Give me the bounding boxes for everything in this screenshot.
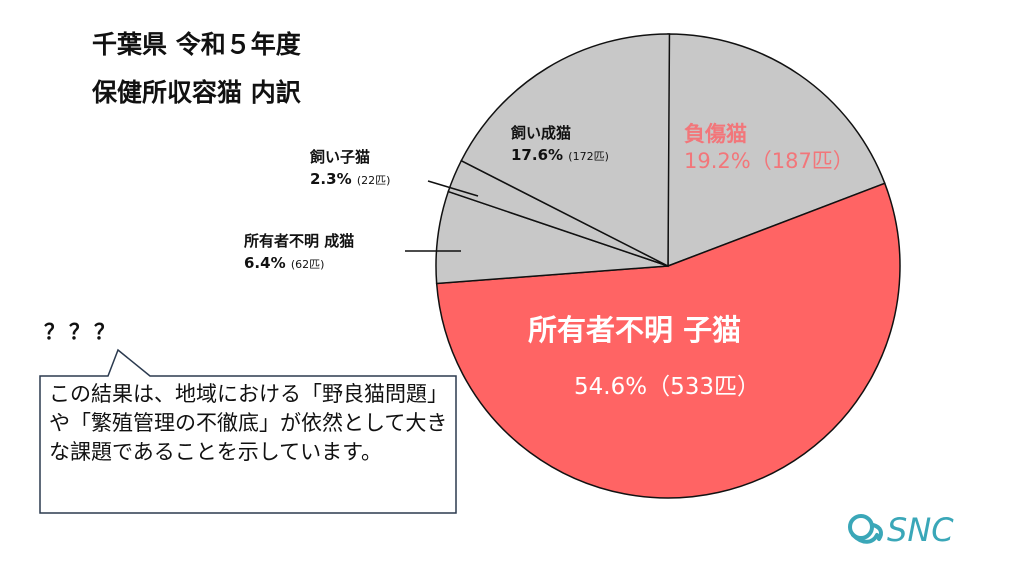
slice-label-unknown-kitten-percent: 54.6% [574, 374, 648, 400]
slice-label-owned-adult-percent: 17.6% [511, 146, 564, 164]
question-marks: ？？？ [44, 320, 119, 344]
slice-label-owned-kitten-count: (22匹) [356, 174, 391, 187]
slice-label-owned-adult-name: 飼い成猫 [511, 124, 572, 142]
slice-label-unknown-adult-name: 所有者不明 成猫 [244, 232, 355, 250]
chart-title-line1: 千葉県 令和５年度 [92, 30, 301, 59]
slice-label-owned-kitten: 飼い子猫 2.3% (22匹) [310, 146, 390, 192]
snc-logo: SNC [848, 511, 954, 549]
slice-label-unknown-kitten-count: （533匹） [647, 374, 760, 400]
slice-label-unknown-adult-percent: 6.4% [244, 254, 286, 272]
slice-label-injured: 負傷猫 19.2%（187匹） [684, 121, 854, 175]
slice-label-unknown-kitten-value: 54.6%（533匹） [574, 372, 760, 402]
slice-label-unknown-kitten-name: 所有者不明 子猫 [528, 313, 742, 347]
slice-label-unknown-adult: 所有者不明 成猫 6.4% (62匹) [244, 230, 354, 276]
leader-line-kai-koneko [427, 180, 479, 197]
slice-label-injured-percent: 19.2% [684, 149, 751, 173]
logo-text: SNC [887, 511, 954, 549]
slice-label-owned-adult-count: (172匹) [568, 150, 609, 163]
speech-bubble-text: この結果は、地域における「野良猫問題」や「繁殖管理の不徹底」が依然として大きな課… [49, 382, 448, 464]
pie-slice-2 [435, 182, 901, 499]
slice-label-owned-adult: 飼い成猫 17.6% (172匹) [511, 122, 609, 168]
slice-label-injured-name: 負傷猫 [684, 122, 747, 146]
slice-label-unknown-adult-count: (62匹) [290, 258, 325, 271]
slice-label-owned-kitten-name: 飼い子猫 [310, 148, 371, 166]
pie-slice-5 [460, 33, 671, 268]
slice-label-injured-count: （187匹） [750, 149, 854, 173]
slice-label-owned-kitten-percent: 2.3% [310, 170, 352, 188]
pie-slice-1 [667, 33, 886, 268]
chart-title-line2: 保健所収容猫 内訳 [92, 78, 301, 107]
